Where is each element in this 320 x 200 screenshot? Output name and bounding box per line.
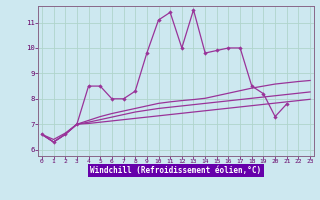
- X-axis label: Windchill (Refroidissement éolien,°C): Windchill (Refroidissement éolien,°C): [91, 166, 261, 175]
